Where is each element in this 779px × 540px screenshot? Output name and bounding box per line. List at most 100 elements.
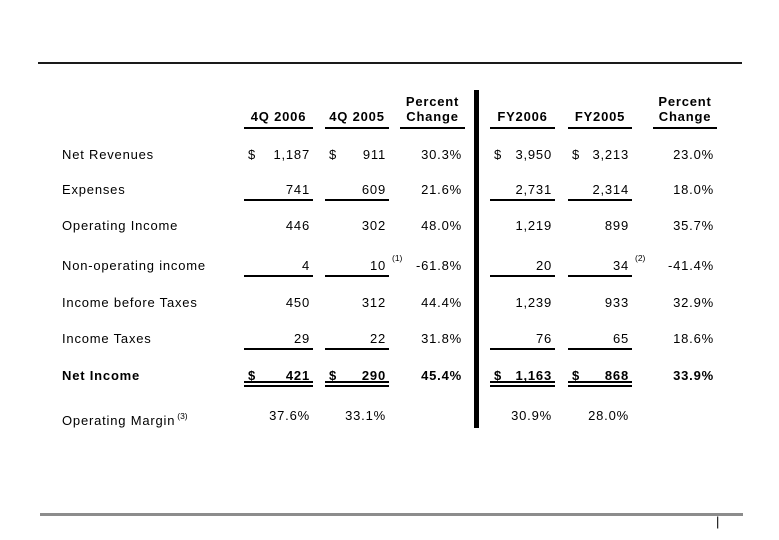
header-change-label: Change: [406, 109, 459, 124]
cell-fy2005: $3,213: [568, 144, 632, 166]
cell-value: 2,314: [592, 182, 629, 197]
cell-q2005: 609: [325, 179, 389, 201]
cell-fy2006: 1,239: [490, 292, 555, 314]
cell-value: 302: [361, 218, 386, 233]
cell-q2005: 22: [325, 328, 389, 350]
cell-q2006: 37.6%: [244, 405, 313, 427]
cell-pct-fy: 18.0%: [653, 179, 717, 201]
cell-value: 741: [285, 182, 310, 197]
cell-value: 32.9%: [673, 295, 714, 310]
cell-value: -41.4%: [668, 258, 714, 273]
cell-pct-quarter: 30.3%: [400, 144, 465, 166]
cell-value: 23.0%: [673, 147, 714, 162]
header-q2006-label: 4Q 2006: [250, 109, 307, 124]
cell-value: 22: [369, 331, 386, 346]
cell-value: 30.9%: [511, 408, 552, 423]
footnote-1-marker: (1): [392, 253, 403, 263]
cell-value: 4: [301, 258, 310, 273]
footnote-3-marker: (3): [177, 411, 188, 421]
cell-value: 30.3%: [421, 147, 462, 162]
cell-value: 20: [535, 258, 552, 273]
bottom-rule: [40, 513, 743, 516]
cell-fy2006: 1,219: [490, 215, 555, 237]
cell-q2005: 10: [325, 255, 389, 277]
row-label: Net Income: [62, 368, 141, 383]
cell-q2005: $290: [325, 365, 389, 387]
cell-value: 48.0%: [421, 218, 462, 233]
cell-value: 933: [604, 295, 629, 310]
header-fy2006-label: FY2006: [497, 109, 548, 124]
row-label: Income Taxes: [62, 331, 152, 346]
cell-pct-quarter: 31.8%: [400, 328, 465, 350]
cell-value: 65: [612, 331, 629, 346]
currency-sign: $: [248, 147, 257, 162]
cell-value: 76: [535, 331, 552, 346]
cell-value: 1,239: [515, 295, 552, 310]
row-label: Operating Income: [62, 218, 179, 233]
cell-value: 911: [362, 147, 386, 162]
cell-pct-quarter: 44.4%: [400, 292, 465, 314]
cell-value: 31.8%: [421, 331, 462, 346]
currency-sign: $: [494, 368, 503, 383]
currency-sign: $: [329, 368, 338, 383]
cell-fy2005: 65: [568, 328, 632, 350]
cell-pct-quarter: -61.8%: [400, 255, 465, 277]
header-fy2006: FY2006: [490, 88, 555, 129]
table-row-income-before-taxes: Income before Taxes 450 312 44.4% 1,239 …: [0, 292, 779, 314]
row-label-text: Operating Margin: [62, 413, 176, 428]
cell-pct-quarter: 45.4%: [400, 365, 465, 387]
cell-value: 3,213: [592, 147, 629, 162]
cell-value: 34: [612, 258, 629, 273]
cell-value: 1,187: [273, 147, 310, 162]
cell-value: 21.6%: [421, 182, 462, 197]
cell-q2005: 33.1%: [325, 405, 389, 427]
cell-q2006: 29: [244, 328, 313, 350]
table-row-non-operating-income: Non-operating income 4 10 (1) -61.8% 20 …: [0, 253, 779, 277]
row-label: Expenses: [62, 182, 126, 197]
header-q2005: 4Q 2005: [325, 88, 389, 129]
cell-fy2005: $868: [568, 365, 632, 387]
table-row-net-income: Net Income $421 $290 45.4% $1,163 $868 3…: [0, 365, 779, 387]
currency-sign: $: [572, 368, 581, 383]
cell-value: 290: [361, 368, 386, 383]
cell-value: 33.9%: [673, 368, 714, 383]
cell-fy2005: 28.0%: [568, 405, 632, 427]
top-rule: [38, 62, 742, 64]
cell-pct-fy: -41.4%: [653, 255, 717, 277]
header-percent-change-fy: Percent Change: [653, 88, 717, 129]
table-row-expenses: Expenses 741 609 21.6% 2,731 2,314 18.0%: [0, 179, 779, 201]
cell-value: 10: [369, 258, 386, 273]
cell-value: 2,731: [515, 182, 552, 197]
cell-value: 3,950: [515, 147, 552, 162]
cell-fy2005: 899: [568, 215, 632, 237]
header-fy2005: FY2005: [568, 88, 632, 129]
cell-q2006: $421: [244, 365, 313, 387]
table-row-net-revenues: Net Revenues $1,187 $911 30.3% $3,950 $3…: [0, 144, 779, 166]
cell-pct-fy: 33.9%: [653, 365, 717, 387]
cell-q2005: $911: [325, 144, 389, 166]
table-row-operating-income: Operating Income 446 302 48.0% 1,219 899…: [0, 215, 779, 237]
cell-value: 44.4%: [421, 295, 462, 310]
cell-fy2006: 20: [490, 255, 555, 277]
cell-pct-fy: 18.6%: [653, 328, 717, 350]
cell-q2005: 302: [325, 215, 389, 237]
cell-q2006: 741: [244, 179, 313, 201]
cell-fy2005: 34: [568, 255, 632, 277]
cell-value: 609: [361, 182, 386, 197]
cell-pct-fy: [653, 405, 717, 427]
row-label: Non-operating income: [62, 258, 206, 273]
currency-sign: $: [572, 147, 581, 162]
cell-pct-fy: 32.9%: [653, 292, 717, 314]
cell-value: 45.4%: [421, 368, 462, 383]
cell-value: 312: [361, 295, 386, 310]
cell-fy2006: 2,731: [490, 179, 555, 201]
header-percent-label: Percent: [658, 94, 712, 109]
cell-fy2005: 933: [568, 292, 632, 314]
cell-fy2006: 30.9%: [490, 405, 555, 427]
cell-fy2006: $1,163: [490, 365, 555, 387]
table-header-row: 4Q 2006 4Q 2005 Percent Change FY2006 FY…: [0, 88, 779, 129]
quarter-fy-divider-bar: [474, 90, 479, 428]
cell-value: 33.1%: [345, 408, 386, 423]
cell-value: 446: [285, 218, 310, 233]
